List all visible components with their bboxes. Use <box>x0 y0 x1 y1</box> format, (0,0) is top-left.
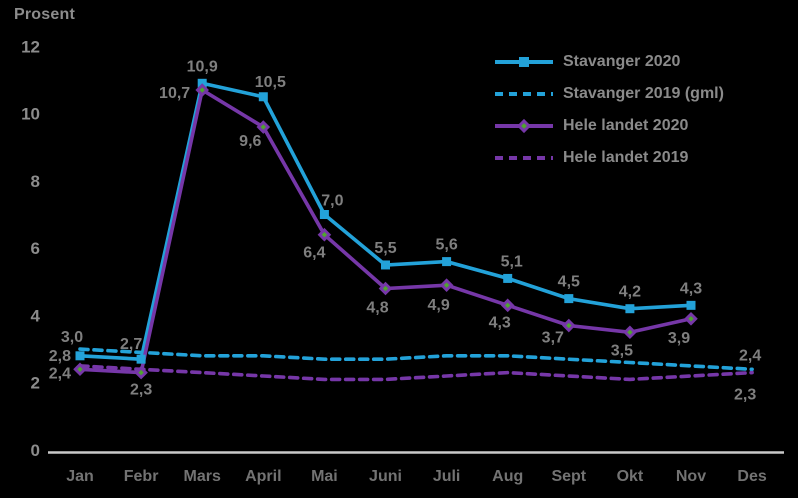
data-label: 3,0 <box>61 329 83 346</box>
x-tick-label-juli: Juli <box>433 468 461 485</box>
diamond-center-dot-icon <box>321 232 328 238</box>
x-tick-label-febr: Febr <box>124 468 159 485</box>
x-tick-label-april: April <box>245 468 281 485</box>
x-tick-label-mars: Mars <box>184 468 221 485</box>
square-marker-icon <box>258 92 268 102</box>
legend-item-hele-landet-2019: Hele landet 2019 <box>495 142 724 174</box>
diamond-center-dot-icon <box>199 87 205 93</box>
x-tick-label-nov: Nov <box>676 468 706 485</box>
diamond-center-dot-icon <box>443 282 450 288</box>
square-marker-icon <box>381 260 390 270</box>
x-tick-label-juni: Juni <box>369 468 402 485</box>
data-label: 2,4 <box>739 347 761 364</box>
x-tick-label-aug: Aug <box>492 468 523 485</box>
data-label: 6,4 <box>303 245 325 262</box>
legend: Stavanger 2020 Stavanger 2019 (gml) Hele… <box>495 46 724 174</box>
square-marker-icon <box>686 300 696 310</box>
legend-item-hele-landet-2020: Hele landet 2020 <box>495 110 724 142</box>
diamond-center-dot-icon <box>382 285 389 292</box>
data-label: 9,6 <box>239 133 261 150</box>
dashed-line-icon <box>495 92 553 96</box>
diamond-center-dot-icon <box>138 369 144 376</box>
y-tick-label: 10 <box>21 105 40 124</box>
diamond-center-dot-icon <box>505 302 511 309</box>
data-label: 3,7 <box>542 330 564 347</box>
y-tick-label: 6 <box>31 239 40 258</box>
square-marker-icon <box>442 257 452 267</box>
data-label: 10,9 <box>187 58 218 75</box>
legend-item-stavanger-2019: Stavanger 2019 (gml) <box>495 78 724 110</box>
data-label: 3,5 <box>611 342 633 359</box>
y-tick-label: 0 <box>31 441 40 460</box>
legend-label: Hele landet 2019 <box>563 149 689 166</box>
chart-title: Prosent <box>14 6 75 23</box>
square-marker-icon <box>625 304 635 314</box>
x-tick-label-sept: Sept <box>551 468 586 485</box>
square-marker-icon <box>519 57 529 67</box>
x-tick-label-jan: Jan <box>66 468 94 485</box>
square-marker-icon <box>75 351 85 361</box>
data-label: 2,7 <box>120 336 142 353</box>
x-tick-label-mai: Mai <box>311 468 338 485</box>
diamond-center-dot-icon <box>521 123 527 129</box>
legend-label: Stavanger 2020 <box>563 53 681 70</box>
data-label: 5,1 <box>501 253 523 270</box>
data-label: 5,6 <box>435 237 457 254</box>
data-label: 4,8 <box>366 300 388 317</box>
legend-label: Stavanger 2019 (gml) <box>563 85 724 102</box>
square-marker-icon <box>503 273 513 283</box>
dashed-line-icon <box>495 156 553 160</box>
x-tick-label-okt: Okt <box>617 468 644 485</box>
data-label: 4,9 <box>427 297 449 314</box>
series-line-1 <box>78 347 754 372</box>
x-tick-label-des: Des <box>737 468 766 485</box>
square-marker-icon <box>319 210 329 220</box>
legend-line-sample-dashed-blue <box>495 89 553 99</box>
square-marker-icon <box>564 294 574 304</box>
legend-label: Hele landet 2020 <box>563 117 689 134</box>
data-label: 4,5 <box>558 274 580 291</box>
data-label: 2,4 <box>49 365 71 382</box>
data-label: 10,5 <box>255 74 286 91</box>
diamond-marker-icon <box>516 118 532 134</box>
legend-item-stavanger-2020: Stavanger 2020 <box>495 46 724 78</box>
data-label: 7,0 <box>321 193 343 210</box>
data-label: 4,2 <box>619 284 641 301</box>
data-label: 2,3 <box>734 387 756 404</box>
diamond-center-dot-icon <box>688 316 694 322</box>
data-label: 4,3 <box>680 280 702 297</box>
legend-line-sample-solid-purple <box>495 118 553 134</box>
y-tick-label: 8 <box>31 172 40 191</box>
y-tick-label: 2 <box>31 374 40 393</box>
square-marker-icon <box>136 354 146 364</box>
data-label: 2,3 <box>130 382 152 399</box>
legend-line-sample-dashed-purple <box>495 153 553 163</box>
data-label: 4,3 <box>489 314 511 331</box>
y-tick-label: 4 <box>31 306 41 325</box>
data-label: 5,5 <box>374 240 396 257</box>
y-tick-label: 12 <box>21 37 40 56</box>
data-label: 2,8 <box>49 348 71 365</box>
data-label: 10,7 <box>159 85 190 102</box>
legend-line-sample-solid-blue <box>495 57 553 67</box>
series-line-3 <box>78 364 754 382</box>
data-label: 3,9 <box>668 330 690 347</box>
